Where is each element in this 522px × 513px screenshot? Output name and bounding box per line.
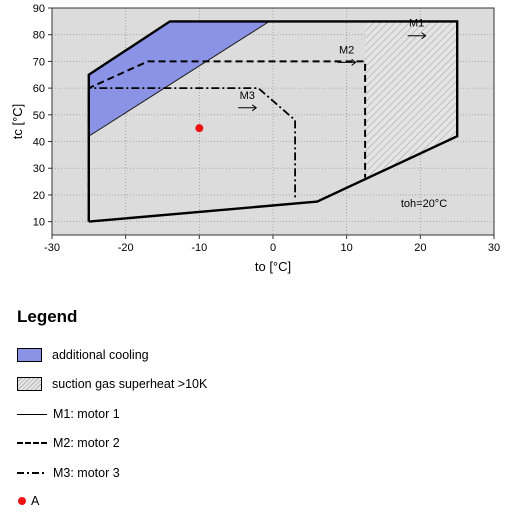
series-label-m2: M2 bbox=[339, 44, 354, 56]
legend-item-m3: M3: motor 3 bbox=[17, 463, 120, 483]
x-tick-label: 30 bbox=[488, 242, 500, 254]
legend-item-m1: M1: motor 1 bbox=[17, 404, 120, 424]
legend-label: M1: motor 1 bbox=[53, 407, 120, 421]
legend-title: Legend bbox=[17, 307, 78, 326]
y-tick-label: 90 bbox=[33, 3, 45, 15]
y-tick-label: 10 bbox=[33, 217, 45, 229]
x-tick-label: -20 bbox=[118, 242, 134, 254]
y-tick-label: 80 bbox=[33, 30, 45, 42]
dashed-line-sample bbox=[17, 442, 47, 444]
y-tick-label: 50 bbox=[33, 110, 45, 122]
x-tick-label: 0 bbox=[270, 242, 276, 254]
y-tick-label: 60 bbox=[33, 83, 45, 95]
x-tick-label: 10 bbox=[341, 242, 353, 254]
red-dot-icon bbox=[18, 497, 26, 505]
legend-label: M2: motor 2 bbox=[53, 436, 120, 450]
series-line-m2 bbox=[87, 60, 367, 222]
legend-label: A bbox=[31, 494, 40, 508]
y-tick-label: 40 bbox=[33, 137, 45, 149]
toh-annotation: toh=20°C bbox=[401, 198, 447, 210]
marker-a bbox=[195, 124, 204, 133]
x-tick-label: 20 bbox=[414, 242, 426, 254]
y-tick-label: 70 bbox=[33, 56, 45, 68]
x-tick-label: -10 bbox=[191, 242, 207, 254]
superheat-region bbox=[365, 21, 458, 178]
arrow-head-icon bbox=[421, 32, 427, 40]
legend-label: suction gas superheat >10K bbox=[52, 377, 208, 391]
legend-item-additional-cooling: additional cooling bbox=[17, 345, 149, 365]
series-label-m3: M3 bbox=[240, 90, 255, 102]
additional-cooling-swatch bbox=[17, 348, 42, 362]
dashdot-line-sample bbox=[17, 472, 47, 474]
legend-item-m2: M2: motor 2 bbox=[17, 433, 120, 453]
series-line-m1 bbox=[87, 20, 459, 223]
y-tick-label: 20 bbox=[33, 190, 45, 202]
legend-label: additional cooling bbox=[52, 348, 149, 362]
solid-line-sample bbox=[17, 413, 47, 415]
series-label-m1: M1 bbox=[409, 18, 424, 30]
y-tick-label: 30 bbox=[33, 163, 45, 175]
arrow-head-icon bbox=[351, 59, 357, 66]
legend-item-a: A bbox=[17, 491, 39, 511]
x-tick-label: -30 bbox=[44, 242, 60, 254]
x-axis-label: to [°C] bbox=[255, 259, 291, 274]
legend-item-superheat: suction gas superheat >10K bbox=[17, 374, 207, 394]
arrow-head-icon bbox=[251, 104, 258, 112]
envelope-chart: -30 -20 -10 0 10 20 30 10 20 30 40 50 60 70 80 90 to [°… bbox=[10, 3, 500, 274]
legend-label: M3: motor 3 bbox=[53, 466, 120, 480]
y-axis-label: tc [°C] bbox=[10, 104, 25, 140]
superheat-hatch-swatch bbox=[17, 377, 42, 391]
